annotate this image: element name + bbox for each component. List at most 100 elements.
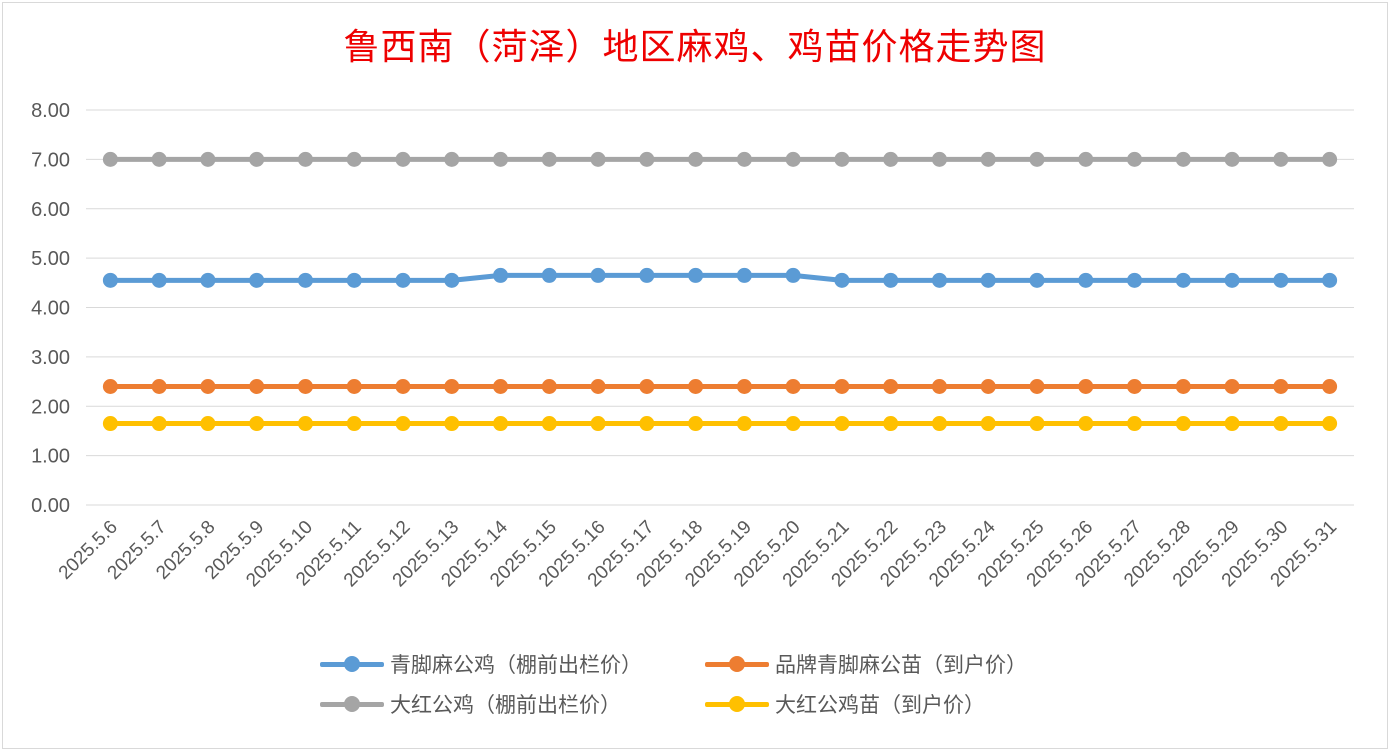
y-tick-label: 1.00: [31, 446, 70, 468]
data-point: [785, 379, 801, 394]
data-point: [639, 267, 655, 283]
data-point: [883, 272, 899, 288]
data-point: [883, 379, 899, 394]
data-point: [1078, 151, 1094, 167]
data-point: [1322, 272, 1338, 288]
data-point: [297, 416, 313, 432]
data-point: [346, 272, 362, 288]
data-point: [151, 416, 167, 432]
data-point: [395, 151, 411, 167]
data-point: [1273, 416, 1289, 432]
legend-swatch: [320, 654, 384, 674]
data-point: [151, 379, 167, 394]
data-point: [444, 416, 460, 432]
data-point: [980, 416, 996, 432]
chart-title: 鲁西南（菏泽）地区麻鸡、鸡苗价格走势图: [343, 27, 1047, 68]
legend-swatch: [705, 654, 769, 674]
legend-item: 大红公鸡苗（到户价）: [705, 688, 985, 720]
data-point: [1273, 151, 1289, 167]
data-point: [931, 151, 947, 167]
data-point: [200, 379, 216, 394]
y-tick-label: 3.00: [31, 347, 70, 369]
data-point: [834, 416, 850, 432]
data-point: [639, 379, 655, 394]
data-point: [200, 151, 216, 167]
data-point: [590, 416, 606, 432]
data-point: [444, 151, 460, 167]
data-point: [1224, 151, 1240, 167]
y-tick-label: 0.00: [31, 495, 70, 517]
data-point: [249, 379, 265, 394]
data-point: [541, 416, 557, 432]
data-point: [590, 151, 606, 167]
data-point: [1078, 272, 1094, 288]
legend-swatch: [320, 694, 384, 714]
data-point: [297, 379, 313, 394]
legend-item: 青脚麻公鸡（棚前出栏价）: [320, 648, 642, 680]
data-point: [590, 379, 606, 394]
data-point: [249, 151, 265, 167]
legend-label: 大红公鸡苗（到户价）: [775, 693, 985, 717]
y-tick-label: 7.00: [31, 149, 70, 171]
legend-label: 大红公鸡（棚前出栏价）: [390, 693, 621, 717]
data-point: [688, 267, 704, 283]
data-point: [1078, 379, 1094, 394]
data-point: [1127, 151, 1143, 167]
data-point: [346, 416, 362, 432]
data-point: [102, 151, 118, 167]
data-point: [102, 379, 118, 394]
data-point: [785, 151, 801, 167]
data-point: [541, 267, 557, 283]
data-point: [1127, 272, 1143, 288]
data-point: [639, 416, 655, 432]
data-point: [297, 151, 313, 167]
data-point: [785, 416, 801, 432]
legend-item: 大红公鸡（棚前出栏价）: [320, 688, 621, 720]
legend-label: 品牌青脚麻公苗（到户价）: [775, 653, 1027, 677]
data-point: [346, 379, 362, 394]
data-point: [931, 272, 947, 288]
data-point: [931, 416, 947, 432]
data-point: [249, 416, 265, 432]
data-point: [1029, 379, 1045, 394]
legend-label: 青脚麻公鸡（棚前出栏价）: [390, 653, 642, 677]
data-point: [200, 416, 216, 432]
data-point: [1175, 151, 1191, 167]
data-point: [736, 267, 752, 283]
data-point: [1224, 379, 1240, 394]
data-point: [395, 416, 411, 432]
data-point: [1322, 379, 1338, 394]
data-point: [980, 151, 996, 167]
y-tick-label: 8.00: [31, 100, 70, 122]
data-point: [493, 151, 509, 167]
data-point: [1322, 151, 1338, 167]
data-point: [980, 379, 996, 394]
data-point: [1127, 379, 1143, 394]
y-tick-label: 5.00: [31, 248, 70, 270]
data-point: [346, 151, 362, 167]
data-point: [834, 151, 850, 167]
data-point: [444, 379, 460, 394]
data-point: [493, 379, 509, 394]
data-point: [931, 379, 947, 394]
data-point: [1175, 272, 1191, 288]
data-point: [639, 151, 655, 167]
data-point: [1273, 379, 1289, 394]
data-point: [151, 272, 167, 288]
y-tick-label: 6.00: [31, 199, 70, 221]
data-point: [395, 272, 411, 288]
data-point: [736, 379, 752, 394]
data-point: [200, 272, 216, 288]
data-point: [1175, 416, 1191, 432]
data-point: [1273, 272, 1289, 288]
data-point: [1322, 416, 1338, 432]
data-point: [1175, 379, 1191, 394]
data-point: [736, 151, 752, 167]
data-point: [249, 272, 265, 288]
y-tick-label: 4.00: [31, 298, 70, 320]
data-point: [1029, 416, 1045, 432]
data-point: [395, 379, 411, 394]
data-point: [980, 272, 996, 288]
